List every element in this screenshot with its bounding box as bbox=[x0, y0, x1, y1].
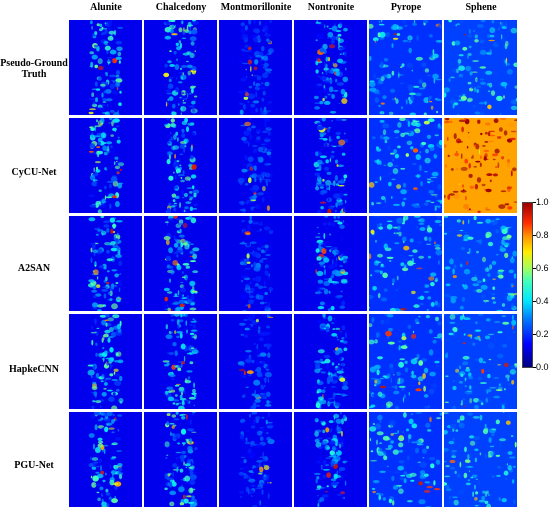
abundance-map-3-0 bbox=[69, 314, 142, 409]
abundance-map-3-4 bbox=[369, 314, 442, 409]
row-label-a2san: A2SAN bbox=[17, 263, 51, 274]
abundance-map-2-1 bbox=[144, 216, 217, 311]
abundance-map-0-2 bbox=[219, 20, 292, 115]
row-label-pseudo-ground-truth: Pseudo-Ground Truth bbox=[0, 58, 68, 80]
abundance-map-4-1 bbox=[144, 412, 217, 507]
abundance-map-4-0 bbox=[69, 412, 142, 507]
abundance-map-1-0 bbox=[69, 118, 142, 213]
abundance-map-4-3 bbox=[294, 412, 367, 507]
abundance-map-3-2 bbox=[219, 314, 292, 409]
abundance-map-3-1 bbox=[144, 314, 217, 409]
abundance-map-4-2 bbox=[219, 412, 292, 507]
colorbar-tick-label: 0.8 bbox=[536, 230, 549, 240]
abundance-map-2-3 bbox=[294, 216, 367, 311]
row-label-cycu-net: CyCU-Net bbox=[11, 167, 57, 178]
abundance-map-0-4 bbox=[369, 20, 442, 115]
col-header-pyrope: Pyrope bbox=[390, 2, 422, 13]
colorbar-gradient bbox=[522, 202, 533, 368]
abundance-map-0-3 bbox=[294, 20, 367, 115]
colorbar-tickmark bbox=[533, 334, 536, 335]
row-label-hapkecnn: HapkeCNN bbox=[8, 364, 59, 375]
abundance-map-3-5 bbox=[444, 314, 517, 409]
abundance-map-2-2 bbox=[219, 216, 292, 311]
colorbar-tick-label: 0.4 bbox=[536, 296, 549, 306]
col-header-nontronite: Nontronite bbox=[307, 2, 355, 13]
colorbar-tickmark bbox=[533, 367, 536, 368]
col-header-alunite: Alunite bbox=[90, 2, 122, 13]
col-header-sphene: Sphene bbox=[465, 2, 497, 13]
abundance-map-2-4 bbox=[369, 216, 442, 311]
abundance-map-2-0 bbox=[69, 216, 142, 311]
abundance-map-4-4 bbox=[369, 412, 442, 507]
col-header-montmorillonite: Montmorillonite bbox=[220, 2, 292, 13]
colorbar-tickmark bbox=[533, 202, 536, 203]
colorbar-tickmark bbox=[533, 235, 536, 236]
abundance-map-1-1 bbox=[144, 118, 217, 213]
col-header-chalcedony: Chalcedony bbox=[155, 2, 207, 13]
colorbar-tick-label: 0.0 bbox=[536, 362, 549, 372]
colorbar-tick-label: 0.6 bbox=[536, 263, 549, 273]
colorbar-tick-label: 0.2 bbox=[536, 329, 549, 339]
abundance-map-1-3 bbox=[294, 118, 367, 213]
abundance-map-0-5 bbox=[444, 20, 517, 115]
row-label-pgu-net: PGU-Net bbox=[14, 460, 54, 471]
colorbar-tickmark bbox=[533, 301, 536, 302]
abundance-map-3-3 bbox=[294, 314, 367, 409]
abundance-map-2-5 bbox=[444, 216, 517, 311]
abundance-map-1-5 bbox=[444, 118, 517, 213]
abundance-map-4-5 bbox=[444, 412, 517, 507]
colorbar-tick-label: 1.0 bbox=[536, 197, 549, 207]
abundance-map-0-1 bbox=[144, 20, 217, 115]
abundance-map-1-2 bbox=[219, 118, 292, 213]
abundance-map-1-4 bbox=[369, 118, 442, 213]
abundance-map-0-0 bbox=[69, 20, 142, 115]
colorbar-tickmark bbox=[533, 268, 536, 269]
